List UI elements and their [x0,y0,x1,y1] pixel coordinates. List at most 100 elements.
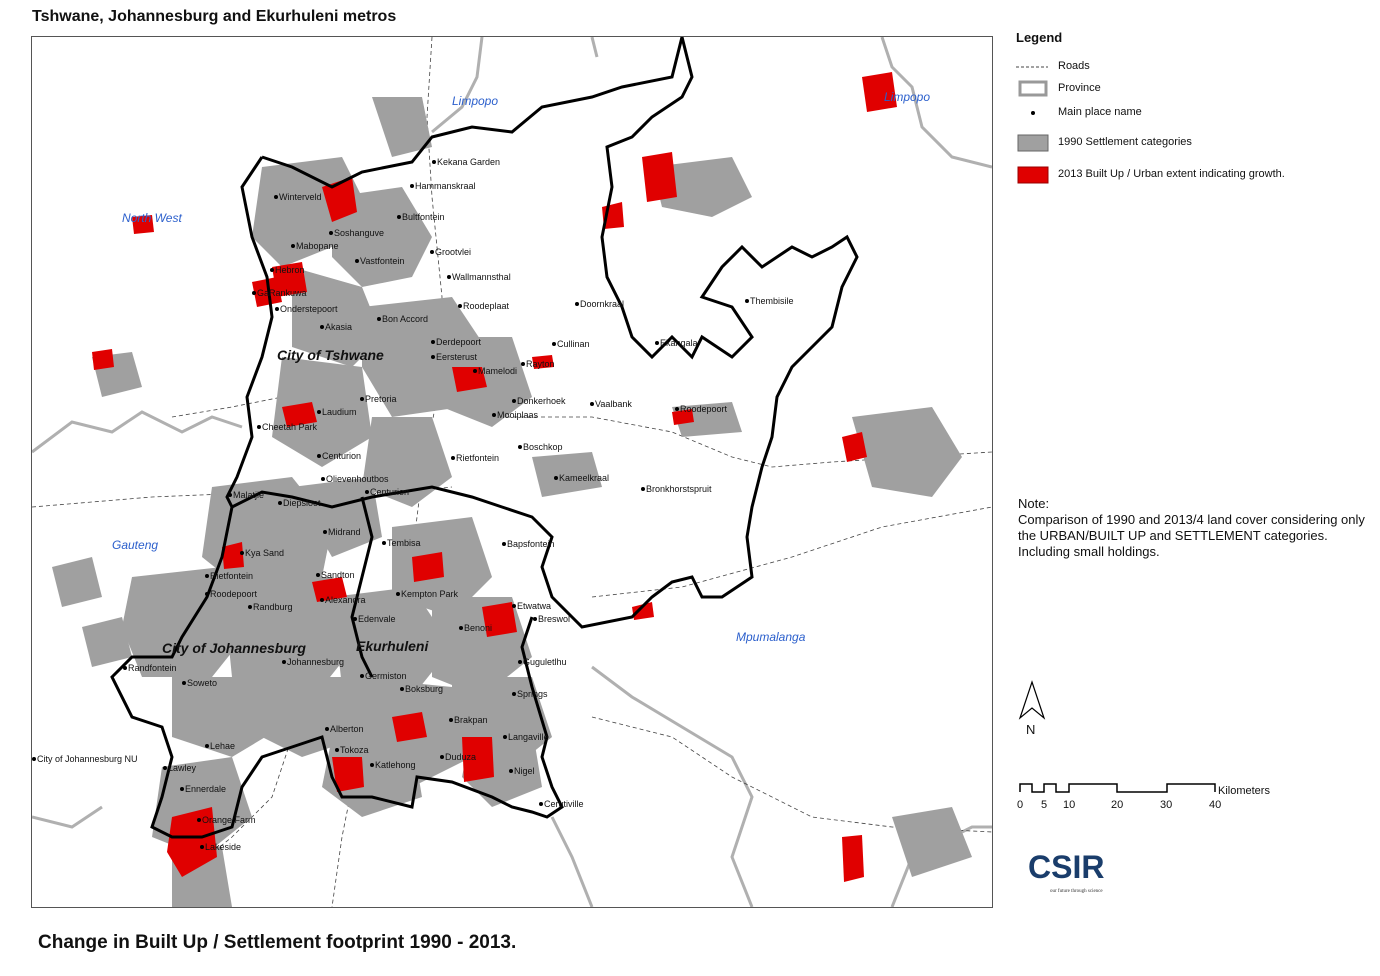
place-marker-icon [355,259,359,263]
place-label: Randburg [253,602,293,612]
place-label: Akasia [325,322,352,332]
map-title: Tshwane, Johannesburg and Ekurhuleni met… [32,8,397,25]
place-label: Cheetah Park [262,422,318,432]
place-label: Rayton [526,359,555,369]
scale-tick: 5 [1041,799,1047,811]
place-marker-icon [410,184,414,188]
legend-province-label: Province [1058,82,1101,94]
legend-roads-label: Roads [1058,60,1090,72]
place-marker-icon [317,410,321,414]
place-label: Alberton [330,724,364,734]
place-marker-icon [512,604,516,608]
metro-label: City of Tshwane [277,347,384,363]
place-label: Centurion [322,451,361,461]
place-label: Winterveld [279,192,322,202]
place-marker-icon [365,490,369,494]
place-marker-icon [459,626,463,630]
place-marker-icon [430,250,434,254]
place-marker-icon [317,454,321,458]
place-label: Pretoria [365,394,397,404]
place-label: Alexandra [325,595,366,605]
place-marker-icon [641,487,645,491]
map-canvas[interactable]: Limpopo Limpopo North West Gauteng Mpuma… [31,36,993,908]
metro-boundaries [110,37,859,839]
csir-logo: CSIR our future through science [1028,846,1118,901]
place-marker-icon [320,598,324,602]
place-label: Springs [517,689,548,699]
province-labels: Limpopo Limpopo North West Gauteng Mpuma… [112,90,930,644]
place-marker-icon [270,268,274,272]
place-marker-icon [431,340,435,344]
legend-title: Legend [1016,30,1063,45]
province-label: Limpopo [884,90,930,104]
place-label: Hebron [275,265,305,275]
place-label: Breswol [538,614,570,624]
place-label: Brakpan [454,715,488,725]
place-marker-icon [432,160,436,164]
legend-settlement-label: 1990 Settlement categories [1058,136,1192,148]
place-marker-icon [521,362,525,366]
scale-tick: 0 [1017,799,1023,811]
place-marker-icon [205,744,209,748]
place-label: Mooiplaas [497,410,539,420]
scale-bar-line [1019,783,1216,793]
place-marker-icon [323,530,327,534]
metro-label: Ekurhuleni [356,638,429,654]
metro-label: City of Johannesburg [162,640,306,656]
place-label: Bronkhorstspruit [646,484,712,494]
builtup-2013-areas [92,72,897,882]
place-label: Grootvlei [435,247,471,257]
scale-tick: 20 [1111,799,1123,811]
place-dot-icon [1031,111,1035,115]
place-label: Cullinan [557,339,590,349]
place-marker-icon [123,666,127,670]
place-marker-icon [257,425,261,429]
place-label: Germiston [365,671,407,681]
place-label: Rietfontein [456,453,499,463]
province-box-icon [1018,80,1048,97]
place-label: Sandton [321,570,355,580]
place-label: Soweto [187,678,217,688]
place-label: Bon Accord [382,314,428,324]
place-label: Tembisa [387,538,421,548]
place-marker-icon [397,215,401,219]
place-marker-icon [32,757,36,761]
place-marker-icon [449,718,453,722]
place-label: Guguletlhu [523,657,567,667]
place-marker-icon [492,413,496,417]
place-marker-icon [431,355,435,359]
place-marker-icon [502,542,506,546]
place-label: Kameelkraal [559,473,609,483]
place-label: Cerutiville [544,799,584,809]
place-marker-icon [252,291,256,295]
place-label: Langaville [508,732,549,742]
place-marker-icon [533,617,537,621]
place-label: Lawley [168,763,197,773]
place-label: Roodeplaat [463,301,510,311]
place-label: Centurion [370,487,409,497]
place-label: Katlehong [375,760,416,770]
scale-tick: 40 [1209,799,1221,811]
place-names: Kekana Garden Hammanskraal Winterveld Bultf… [32,157,794,852]
north-label: N [1026,722,1035,737]
place-label: Derdepoort [436,337,482,347]
place-label: Roodepoort [680,404,728,414]
province-label: North West [122,211,182,225]
csir-logo-mark: CSIR our future through science [1028,849,1104,894]
place-marker-icon [382,541,386,545]
place-label: Onderstepoort [280,304,338,314]
place-marker-icon [396,592,400,596]
place-marker-icon [163,766,167,770]
place-label: Johannesburg [287,657,344,667]
place-marker-icon [575,302,579,306]
place-marker-icon [458,304,462,308]
place-marker-icon [554,476,558,480]
place-label: Boschkop [523,442,563,452]
place-label: Wallmannsthal [452,272,511,282]
legend-builtup-label: 2013 Built Up / Urban extent indicating … [1058,168,1285,180]
scale-tick: 30 [1160,799,1172,811]
note-heading: Note: [1018,496,1050,511]
place-label: Orange Farm [202,815,256,825]
place-label: Kya Sand [245,548,284,558]
place-label: Thembisile [750,296,794,306]
